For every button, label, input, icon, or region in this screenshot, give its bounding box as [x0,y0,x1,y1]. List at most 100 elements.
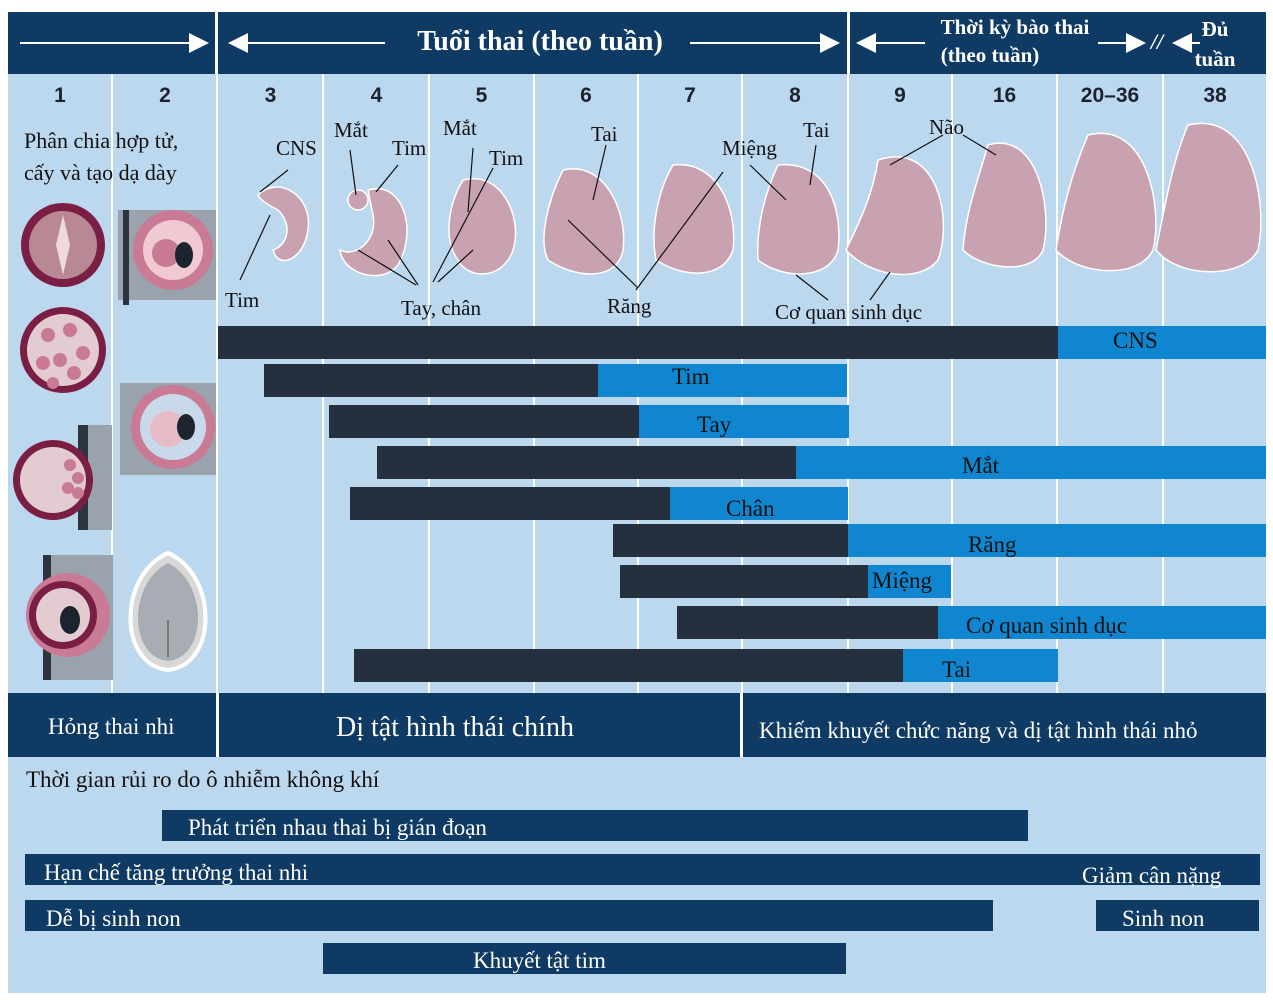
term-line2: tuần [1194,47,1236,71]
fetus-week20-36-icon [1055,132,1157,272]
risk-label-growth: Hạn chế tăng trưởng thai nhi [44,860,309,885]
organ-bar-teeth-minor [848,524,1266,557]
implantation-icon [118,210,216,305]
label-brain: Não [929,115,964,139]
embryo-week4-icon [339,187,408,277]
embryo-week5-icon [448,177,517,275]
early-stage-illustrations [13,203,216,680]
week-number: 20–36 [1080,84,1140,107]
risk-label-low-weight: Giảm cân nặng [1082,863,1222,888]
organ-bar-heart-label: Tim [672,364,710,389]
week-divider [111,74,113,693]
category-divider [740,693,743,757]
category-loss: Hỏng thai nhi [48,714,175,739]
embryo-week9-icon [845,156,945,276]
organ-bar-eyes-label: Mắt [962,453,1000,478]
organ-bar-legs-major [350,487,670,520]
header-divider [215,12,218,74]
risk-label-preterm: Sinh non [1122,906,1205,931]
organ-bar-genitals-label: Cơ quan sinh dục [966,613,1128,638]
organ-bar-heart-major [264,364,598,397]
risk-label-preterm-risk: Dễ bị sinh non [46,906,181,931]
organ-bar-ears-label: Tai [942,657,972,682]
week-number: 3 [264,84,277,107]
gastrulation-icon [128,550,208,673]
organ-bar-eyes-minor [796,446,1266,479]
organ-bar-teeth-label: Răng [968,532,1017,557]
risk-label-placenta: Phát triển nhau thai bị gián đoạn [188,815,487,840]
organ-bar-arms-label: Tay [697,412,732,437]
risk-bar-heart-defect [323,943,846,974]
category-divider [216,693,219,757]
label-ear-w6: Tai [591,122,618,146]
header-divider [847,12,850,74]
label-eye-w5: Mắt [443,116,477,140]
organ-bar-eyes-major [377,446,796,479]
organ-bar-mouth-major [620,565,868,598]
category-minor: Khiếm khuyết chức năng và dị tật hình th… [759,718,1198,743]
organ-bar-legs-label: Chân [726,496,775,521]
organ-bar-mouth-label: Miệng [872,568,933,593]
week-divider [1056,74,1058,693]
embryo-week6-icon [543,167,625,275]
zygote-icon [21,203,105,287]
week-number: 38 [1203,84,1227,107]
category-major: Dị tật hình thái chính [336,712,574,743]
embryo-illustrations [239,122,1262,301]
label-limbs: Tay, chân [401,296,481,320]
fetus-week38-icon [1155,122,1262,273]
week-number: 6 [580,84,592,107]
organ-bar-cns-minor [1058,326,1266,359]
embryo-week7-icon [653,164,735,274]
organ-bar-legs-minor [670,487,848,520]
risk-bar-preterm-risk [25,900,993,931]
organ-bar-arms-minor [639,405,849,438]
organ-bar-ears-minor [903,649,1058,682]
embryo-week3-icon [257,186,310,262]
label-teeth: Răng [607,294,652,318]
label-heart-bottom: Tim [225,288,260,312]
organ-bar-cns-label: CNS [1113,328,1158,353]
risk-bar-preterm [1096,900,1259,931]
fetus-week16-icon [962,142,1047,268]
blastocyst-icon [13,425,112,530]
risk-bar-placenta [162,810,1028,841]
risk-bar-growth [25,854,1260,885]
fetal-title-line1: Thời kỳ bào thai [940,15,1090,39]
week-divider [951,74,953,693]
week-number: 5 [475,84,488,107]
organ-bar-ears-major [354,649,903,682]
weeks-title: Tuổi thai (theo tuần) [417,26,663,57]
header-arrows [20,33,1200,53]
week-divider [216,74,218,693]
week-number: 7 [684,84,696,107]
early-caption-line2: cấy và tạo dạ dày [24,160,177,185]
week-divider [1162,74,1164,693]
label-ear-w8: Tai [803,118,830,142]
morula-icon [20,307,106,393]
organ-bar-genitals-minor [938,606,1266,639]
organ-bar-cns-major [218,326,1058,359]
organ-bar-arms-major [329,405,639,438]
week-number: 4 [370,84,383,107]
fetal-title-line2: (theo tuần) [940,43,1040,67]
label-genitals: Cơ quan sinh dục [775,300,923,324]
organ-bar-genitals-major [677,606,938,639]
embryo-week8-icon [757,164,840,275]
organ-bar-mouth-minor [868,565,951,598]
risk-label-heart-defect: Khuyết tật tim [473,948,606,973]
week-number: 2 [159,84,171,107]
week-divider [847,74,849,693]
early-caption-line1: Phân chia hợp tử, [24,128,179,153]
label-heart-w4: Tim [392,136,427,160]
week-number: 9 [894,84,906,107]
organ-bar-heart-minor [598,364,847,397]
risk-title: Thời gian rủi ro do ô nhiễm không khí [26,767,380,792]
week-number: 8 [789,84,801,107]
label-cns: CNS [276,136,317,160]
week-number: 16 [992,84,1017,107]
label-mouth: Miệng [722,136,777,160]
week-number: 1 [54,84,66,107]
organ-bar-teeth-major [613,524,848,557]
